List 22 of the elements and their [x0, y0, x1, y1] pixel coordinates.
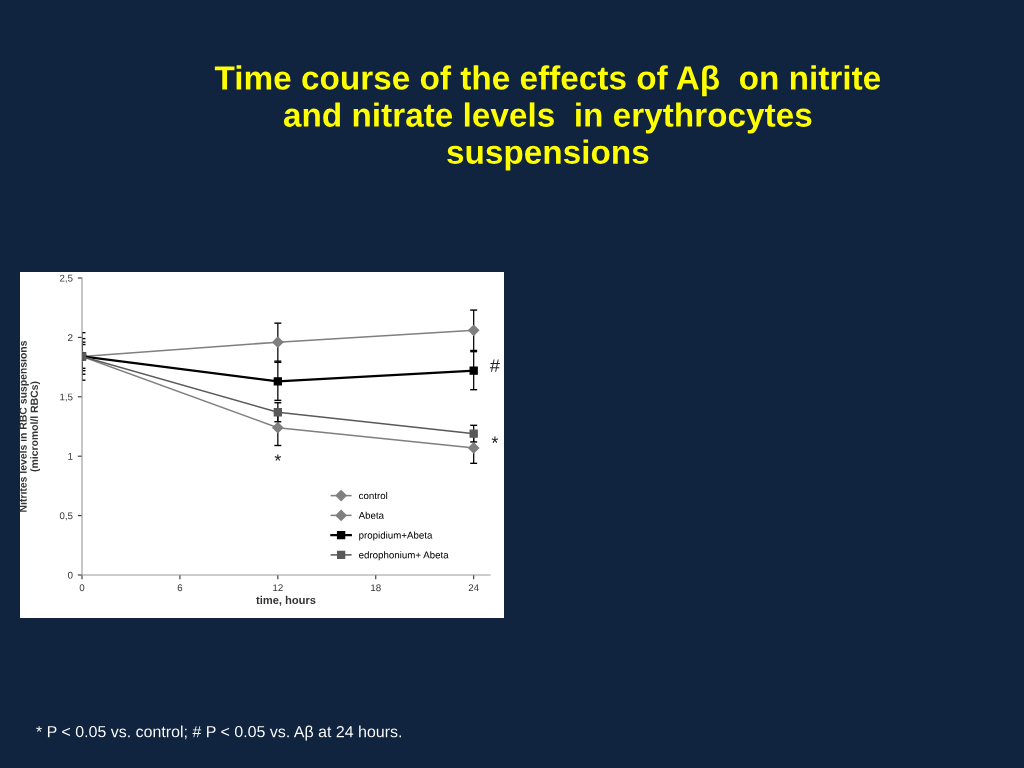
y-tick-label: 2: [68, 334, 73, 341]
y-tick-label: 0: [67, 571, 73, 579]
x-tick-label: 12: [273, 584, 283, 592]
x-tick-label: 24: [468, 584, 479, 592]
legend-label: propidium+Abeta: [359, 531, 433, 541]
y-tick-label: 1: [68, 453, 73, 460]
annotation: *: [274, 454, 282, 461]
x-tick-label: 6: [177, 584, 183, 592]
x-tick-label: 0: [79, 584, 85, 592]
chart-title: Time course of the effects of Aβ on nitrite and nitrate levels in erythrocytes suspensions: [214, 65, 881, 171]
y-tick-label: 0,5: [59, 512, 73, 521]
x-axis-title: time, hours: [256, 595, 316, 606]
annotation: #: [489, 359, 500, 372]
legend-label: Abeta: [358, 511, 385, 519]
y-axis-title: Nitrites levels in RBC suspensions (micromol/l RBCs): [19, 340, 41, 512]
legend-label: edrophonium+ Abeta: [359, 551, 449, 561]
legend-label: control: [359, 491, 388, 500]
text: *: [491, 436, 499, 443]
y-tick-label: 2,5: [59, 274, 73, 283]
x-tick-label: 18: [371, 584, 381, 592]
text: * P < 0.05 vs. control; # P < 0.05 vs. Aβ at 24 hours.: [36, 725, 401, 741]
y-tick-label: 1,5: [60, 393, 73, 402]
